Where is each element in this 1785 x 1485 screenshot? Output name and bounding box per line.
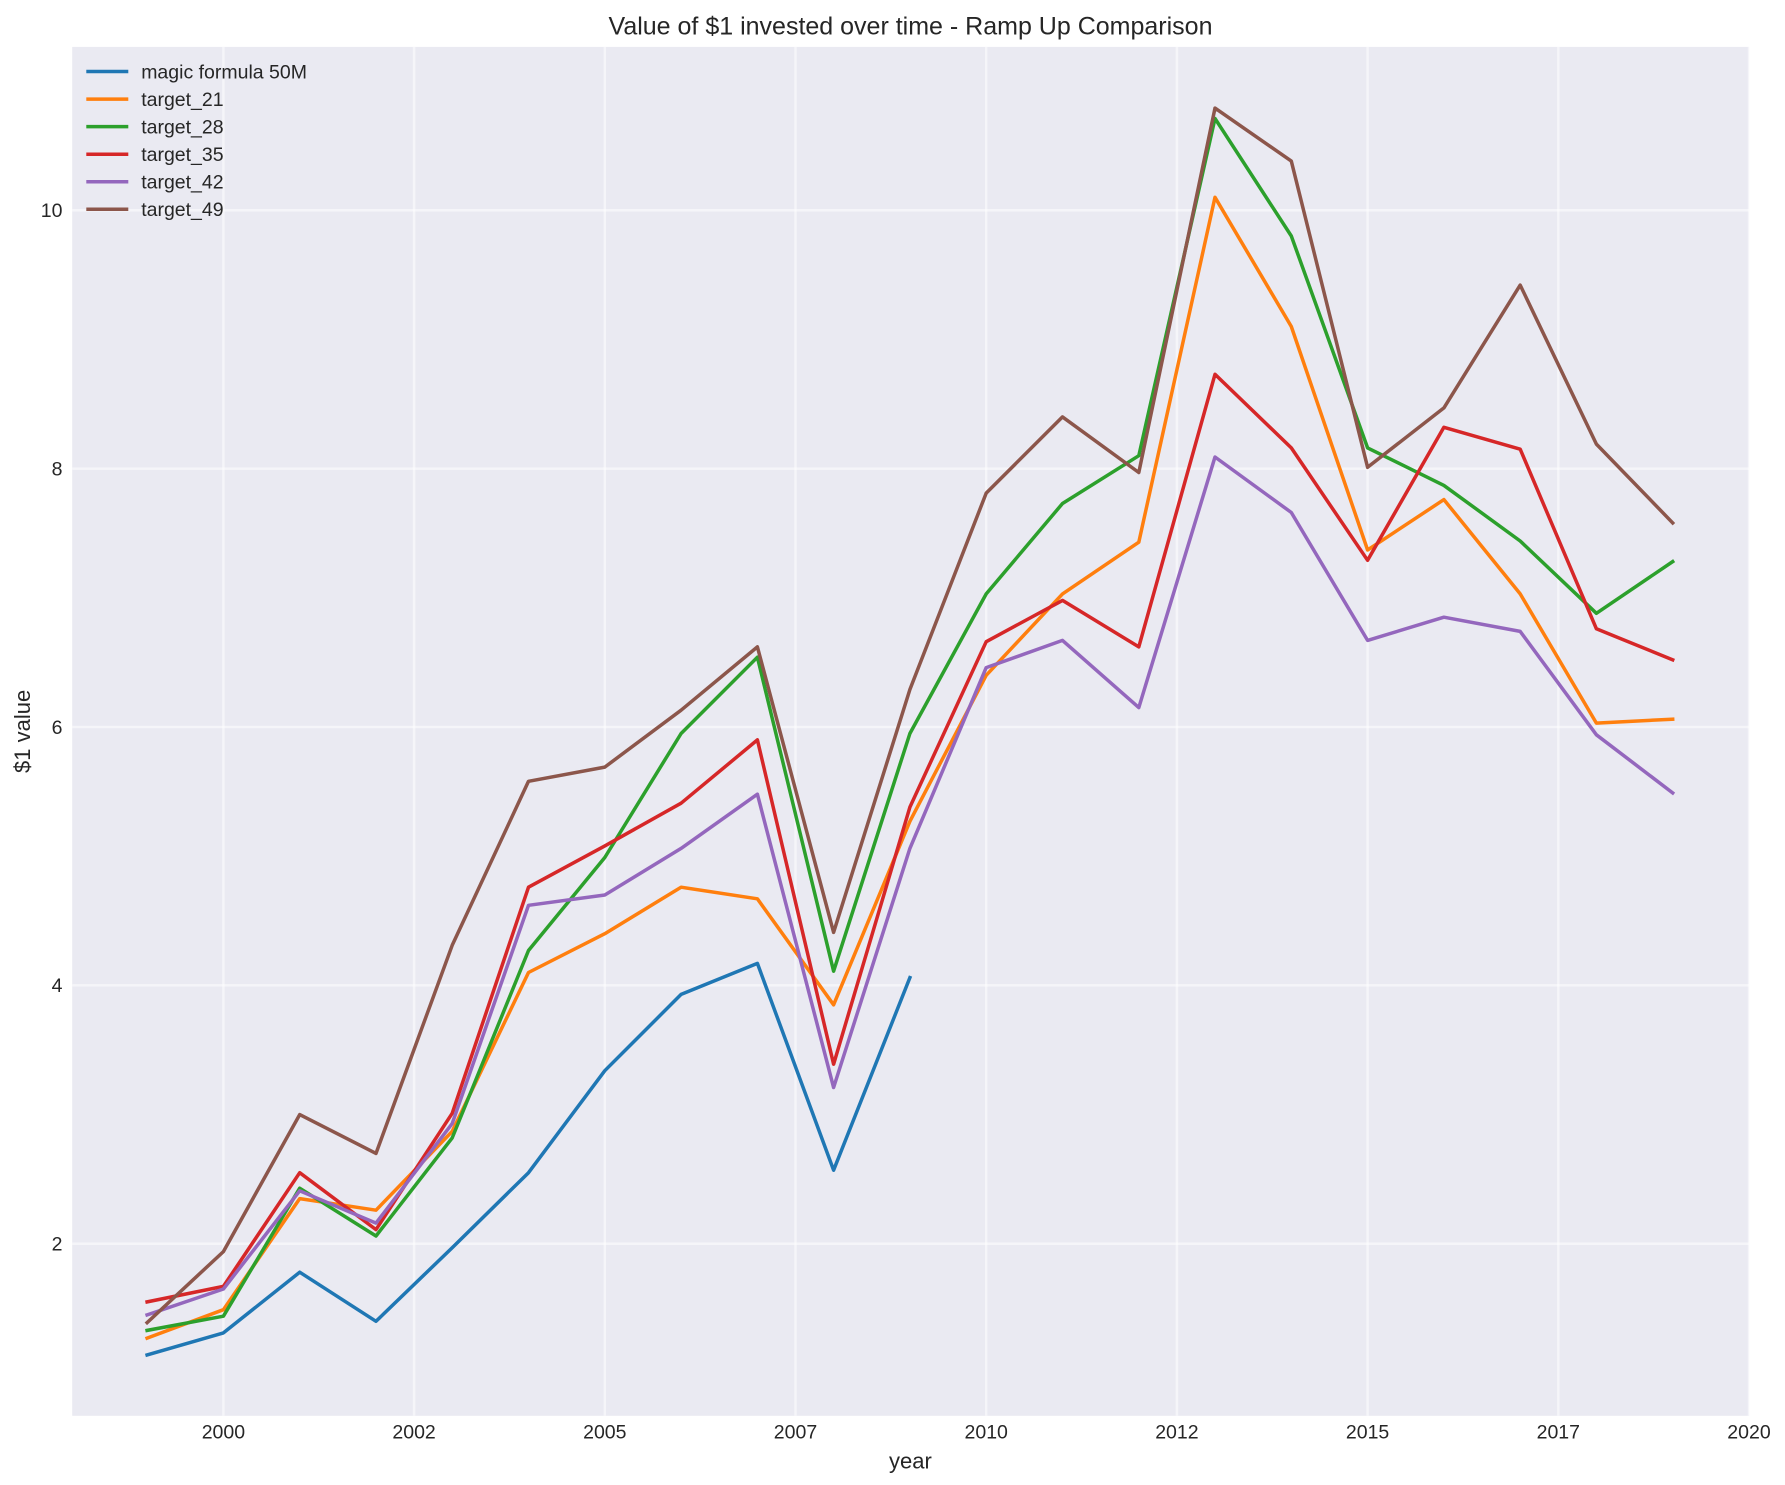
svg-text:target_35: target_35 [141, 144, 224, 166]
svg-text:2017: 2017 [1537, 1422, 1580, 1444]
svg-text:2005: 2005 [583, 1422, 627, 1444]
svg-text:$1 value: $1 value [10, 690, 35, 773]
svg-text:2000: 2000 [202, 1422, 246, 1444]
svg-text:8: 8 [52, 458, 63, 480]
svg-text:target_21: target_21 [141, 89, 223, 111]
svg-text:target_49: target_49 [141, 199, 223, 221]
svg-text:target_28: target_28 [141, 116, 223, 138]
svg-text:2: 2 [52, 1234, 63, 1256]
svg-text:6: 6 [52, 717, 63, 739]
svg-text:4: 4 [52, 975, 63, 997]
svg-text:2015: 2015 [1346, 1422, 1390, 1444]
svg-text:year: year [889, 1449, 932, 1474]
svg-text:target_42: target_42 [141, 172, 223, 194]
svg-text:2002: 2002 [392, 1422, 435, 1444]
svg-text:2020: 2020 [1727, 1422, 1771, 1444]
svg-text:2007: 2007 [774, 1422, 817, 1444]
svg-text:magic formula 50M: magic formula 50M [141, 61, 307, 83]
svg-text:10: 10 [41, 200, 63, 222]
svg-text:Value of $1 invested over time: Value of $1 invested over time - Ramp Up… [609, 13, 1213, 41]
svg-text:2012: 2012 [1155, 1422, 1198, 1444]
svg-text:2010: 2010 [965, 1422, 1009, 1444]
